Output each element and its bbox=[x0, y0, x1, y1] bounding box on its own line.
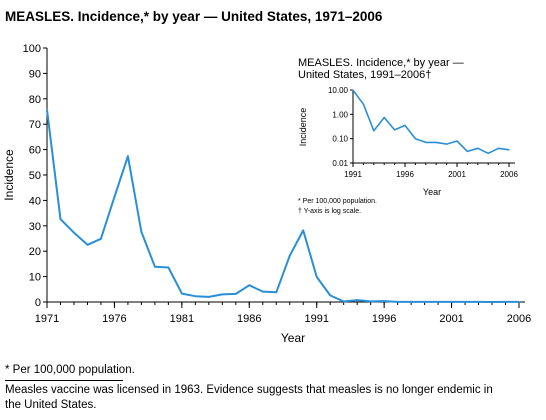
data-point bbox=[491, 301, 493, 303]
data-point bbox=[248, 284, 251, 287]
inset-footnote-log-scale: † Y-axis is log scale. bbox=[298, 208, 362, 215]
data-point bbox=[208, 296, 210, 298]
inset-data-point bbox=[425, 141, 427, 144]
data-point bbox=[181, 292, 183, 295]
data-point bbox=[288, 254, 291, 257]
x-tick-label: 1981 bbox=[170, 313, 194, 325]
data-point bbox=[518, 301, 520, 303]
inset-data-point bbox=[498, 147, 500, 149]
inset-data-point bbox=[362, 103, 364, 105]
y-tick-label: 20 bbox=[29, 246, 41, 258]
inset-y-axis-title: Incidence bbox=[298, 108, 308, 147]
data-point bbox=[437, 301, 439, 303]
y-tick-label: 50 bbox=[29, 170, 41, 182]
footnote-divider bbox=[5, 380, 123, 381]
x-tick-label: 2006 bbox=[507, 313, 531, 325]
data-point bbox=[302, 229, 305, 232]
x-tick-label: 1991 bbox=[304, 313, 328, 325]
data-point bbox=[369, 300, 372, 303]
inset-y-tick-label: 1.00 bbox=[332, 110, 348, 119]
inset-y-tick-label: 0.10 bbox=[332, 135, 348, 144]
data-point bbox=[396, 301, 399, 303]
y-tick-label: 60 bbox=[29, 145, 41, 157]
vaccine-note-line-1: Measles vaccine was licensed in 1963. Ev… bbox=[5, 384, 493, 396]
inset-data-point bbox=[446, 143, 448, 145]
data-point bbox=[477, 301, 480, 303]
inset-data-point bbox=[394, 129, 396, 131]
data-point bbox=[342, 300, 345, 303]
inset-footnote-per-population: * Per 100,000 population. bbox=[298, 198, 378, 205]
inset-title-line-1: MEASLES. Incidence,* by year — bbox=[298, 57, 464, 69]
data-point bbox=[410, 301, 412, 303]
data-point bbox=[329, 294, 332, 297]
data-point bbox=[221, 293, 224, 296]
data-point bbox=[464, 301, 466, 303]
inset-title-line-2: United States, 1991–2006† bbox=[298, 69, 432, 81]
inset-x-axis-title: Year bbox=[423, 187, 441, 197]
data-point bbox=[46, 108, 48, 111]
data-point bbox=[383, 300, 385, 302]
data-point bbox=[59, 218, 62, 220]
y-tick-label: 30 bbox=[29, 221, 41, 233]
page-title: MEASLES. Incidence,* by year — United St… bbox=[5, 9, 383, 24]
data-point bbox=[356, 299, 358, 301]
inset-data-point bbox=[404, 124, 406, 127]
data-point bbox=[167, 266, 170, 269]
inset-data-point bbox=[373, 130, 375, 132]
inset-data-point bbox=[508, 149, 510, 151]
y-tick-label: 0 bbox=[35, 297, 41, 309]
data-point bbox=[73, 231, 75, 234]
inset-data-point bbox=[477, 147, 479, 149]
data-point bbox=[450, 301, 453, 303]
data-point bbox=[86, 244, 89, 246]
inset-x-tick-label: 2001 bbox=[448, 170, 466, 179]
inset-x-tick-label: 1996 bbox=[396, 170, 414, 179]
y-tick-label: 10 bbox=[29, 272, 41, 284]
data-point bbox=[275, 291, 278, 294]
inset-data-point bbox=[487, 152, 489, 154]
inset-x-tick-label: 2006 bbox=[500, 170, 518, 179]
data-point bbox=[127, 155, 129, 158]
inset-y-tick-label: 0.01 bbox=[332, 159, 348, 168]
x-tick-label: 1986 bbox=[237, 313, 261, 325]
data-point bbox=[235, 293, 237, 295]
y-tick-label: 70 bbox=[29, 119, 41, 131]
x-tick-label: 1971 bbox=[35, 313, 59, 325]
data-point bbox=[194, 295, 197, 297]
inset-incidence-series-line bbox=[352, 89, 510, 155]
data-point bbox=[154, 265, 156, 268]
inset-x-tick-label: 1991 bbox=[344, 170, 362, 179]
data-point bbox=[100, 237, 102, 240]
inset-data-point bbox=[466, 150, 468, 152]
inset-data-point bbox=[435, 141, 437, 144]
inset-data-point bbox=[456, 140, 458, 142]
y-tick-label: 90 bbox=[29, 68, 41, 80]
inset-y-tick-label: 10.00 bbox=[328, 86, 349, 95]
data-point bbox=[113, 196, 116, 198]
x-tick-label: 1996 bbox=[372, 313, 396, 325]
y-axis-title: Incidence bbox=[2, 149, 16, 201]
vaccine-note-line-2: the United States. bbox=[5, 399, 97, 411]
data-point bbox=[261, 290, 264, 293]
data-point bbox=[315, 276, 318, 278]
incidence-series-line bbox=[46, 109, 519, 303]
x-tick-label: 1976 bbox=[102, 313, 126, 325]
footnote-per-population: * Per 100,000 population. bbox=[5, 364, 135, 376]
inset-data-point bbox=[383, 116, 385, 119]
y-tick-label: 80 bbox=[29, 94, 41, 106]
inset-data-point bbox=[352, 89, 354, 91]
y-tick-label: 100 bbox=[23, 43, 41, 55]
y-tick-label: 40 bbox=[29, 195, 41, 207]
x-tick-label: 2001 bbox=[439, 313, 463, 325]
data-point bbox=[140, 231, 143, 233]
inset-data-point bbox=[414, 138, 416, 140]
x-axis-title: Year bbox=[281, 331, 305, 345]
data-point bbox=[504, 301, 507, 303]
data-point bbox=[423, 301, 426, 303]
